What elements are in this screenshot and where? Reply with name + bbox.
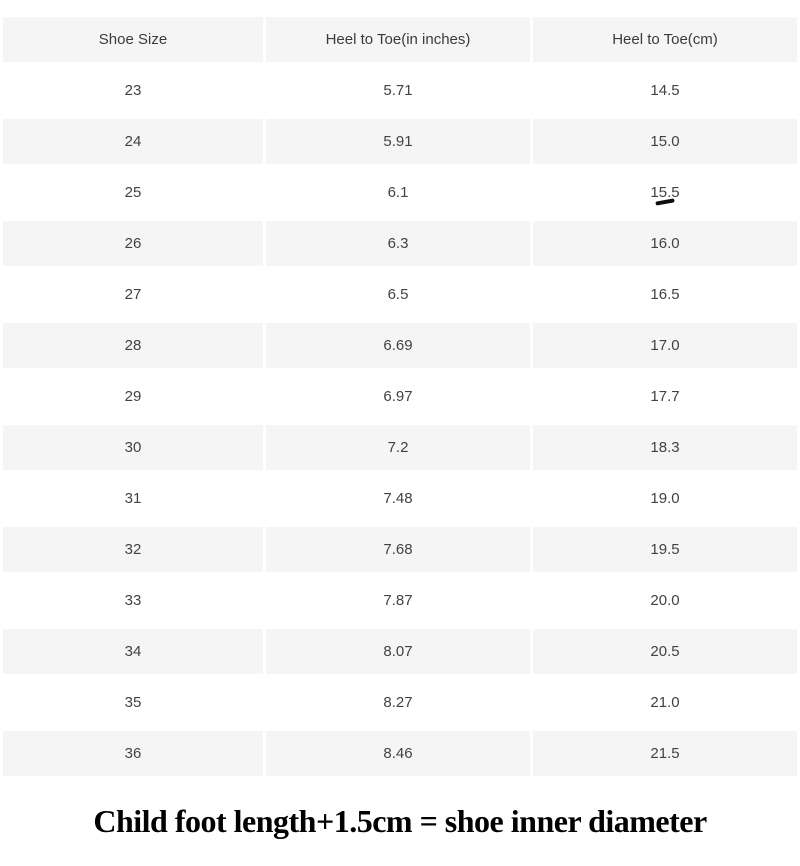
- shoe-size-cell: 24: [3, 119, 263, 164]
- shoe-size-cell: 33: [124, 592, 142, 609]
- cm-cell: 20.5: [533, 629, 797, 674]
- table-row: 35 8.27 21.0: [3, 680, 797, 725]
- table-row: 24 5.91 15.0: [3, 119, 797, 164]
- cm-cell: 19.0: [650, 490, 680, 507]
- table-row: 34 8.07 20.5: [3, 629, 797, 674]
- inches-cell: 6.97: [383, 388, 413, 405]
- shoe-size-cell: 35: [124, 694, 142, 711]
- inches-cell: 8.46: [266, 731, 530, 776]
- cm-cell: 18.3: [533, 425, 797, 470]
- cm-cell: 21.5: [533, 731, 797, 776]
- shoe-size-table: Shoe Size Heel to Toe(in inches) Heel to…: [3, 17, 797, 776]
- inches-cell: 8.27: [383, 694, 413, 711]
- table-row: 23 5.71 14.5: [3, 68, 797, 113]
- shoe-size-cell: 36: [3, 731, 263, 776]
- table-row: 29 6.97 17.7: [3, 374, 797, 419]
- cm-cell: 20.0: [650, 592, 680, 609]
- table-header-row: Shoe Size Heel to Toe(in inches) Heel to…: [3, 17, 797, 62]
- inches-cell: 7.2: [266, 425, 530, 470]
- inches-cell: 6.3: [266, 221, 530, 266]
- column-header-cm: Heel to Toe(cm): [533, 17, 797, 62]
- shoe-size-cell: 26: [3, 221, 263, 266]
- column-header-inches: Heel to Toe(in inches): [266, 17, 530, 62]
- inches-cell: 5.91: [266, 119, 530, 164]
- table-row: 32 7.68 19.5: [3, 527, 797, 572]
- cm-cell: 17.7: [650, 388, 680, 405]
- shoe-size-cell: 23: [124, 82, 142, 99]
- table-row: 36 8.46 21.5: [3, 731, 797, 776]
- shoe-size-cell: 30: [3, 425, 263, 470]
- inches-cell: 7.48: [383, 490, 413, 507]
- shoe-size-cell: 34: [3, 629, 263, 674]
- cm-cell: 15.5: [533, 170, 797, 215]
- inches-cell: 7.68: [266, 527, 530, 572]
- cm-cell: 17.0: [533, 323, 797, 368]
- cm-value: 15.5: [650, 184, 680, 201]
- inches-cell: 8.07: [266, 629, 530, 674]
- cm-cell: 16.5: [650, 286, 680, 303]
- inches-cell: 6.5: [387, 286, 409, 303]
- table-row: 26 6.3 16.0: [3, 221, 797, 266]
- inches-cell: 6.69: [266, 323, 530, 368]
- shoe-size-cell: 27: [124, 286, 142, 303]
- cm-cell: 14.5: [650, 82, 680, 99]
- shoe-size-cell: 28: [3, 323, 263, 368]
- cm-cell: 16.0: [533, 221, 797, 266]
- shoe-size-cell: 29: [124, 388, 142, 405]
- table-row: 27 6.5 16.5: [3, 272, 797, 317]
- cm-cell: 21.0: [650, 694, 680, 711]
- shoe-size-cell: 25: [124, 184, 142, 201]
- inches-cell: 5.71: [383, 82, 413, 99]
- shoe-size-cell: 31: [124, 490, 142, 507]
- table-row: 33 7.87 20.0: [3, 578, 797, 623]
- cm-cell: 15.0: [533, 119, 797, 164]
- cm-cell: 19.5: [533, 527, 797, 572]
- caption-text: Child foot length+1.5cm = shoe inner dia…: [93, 803, 707, 839]
- table-row: 31 7.48 19.0: [3, 476, 797, 521]
- inches-cell: 7.87: [383, 592, 413, 609]
- inches-cell: 6.1: [387, 184, 409, 201]
- table-row: 25 6.1 15.5: [3, 170, 797, 215]
- column-header-shoe-size: Shoe Size: [3, 17, 263, 62]
- shoe-size-cell: 32: [3, 527, 263, 572]
- table-row: 30 7.2 18.3: [3, 425, 797, 470]
- table-row: 28 6.69 17.0: [3, 323, 797, 368]
